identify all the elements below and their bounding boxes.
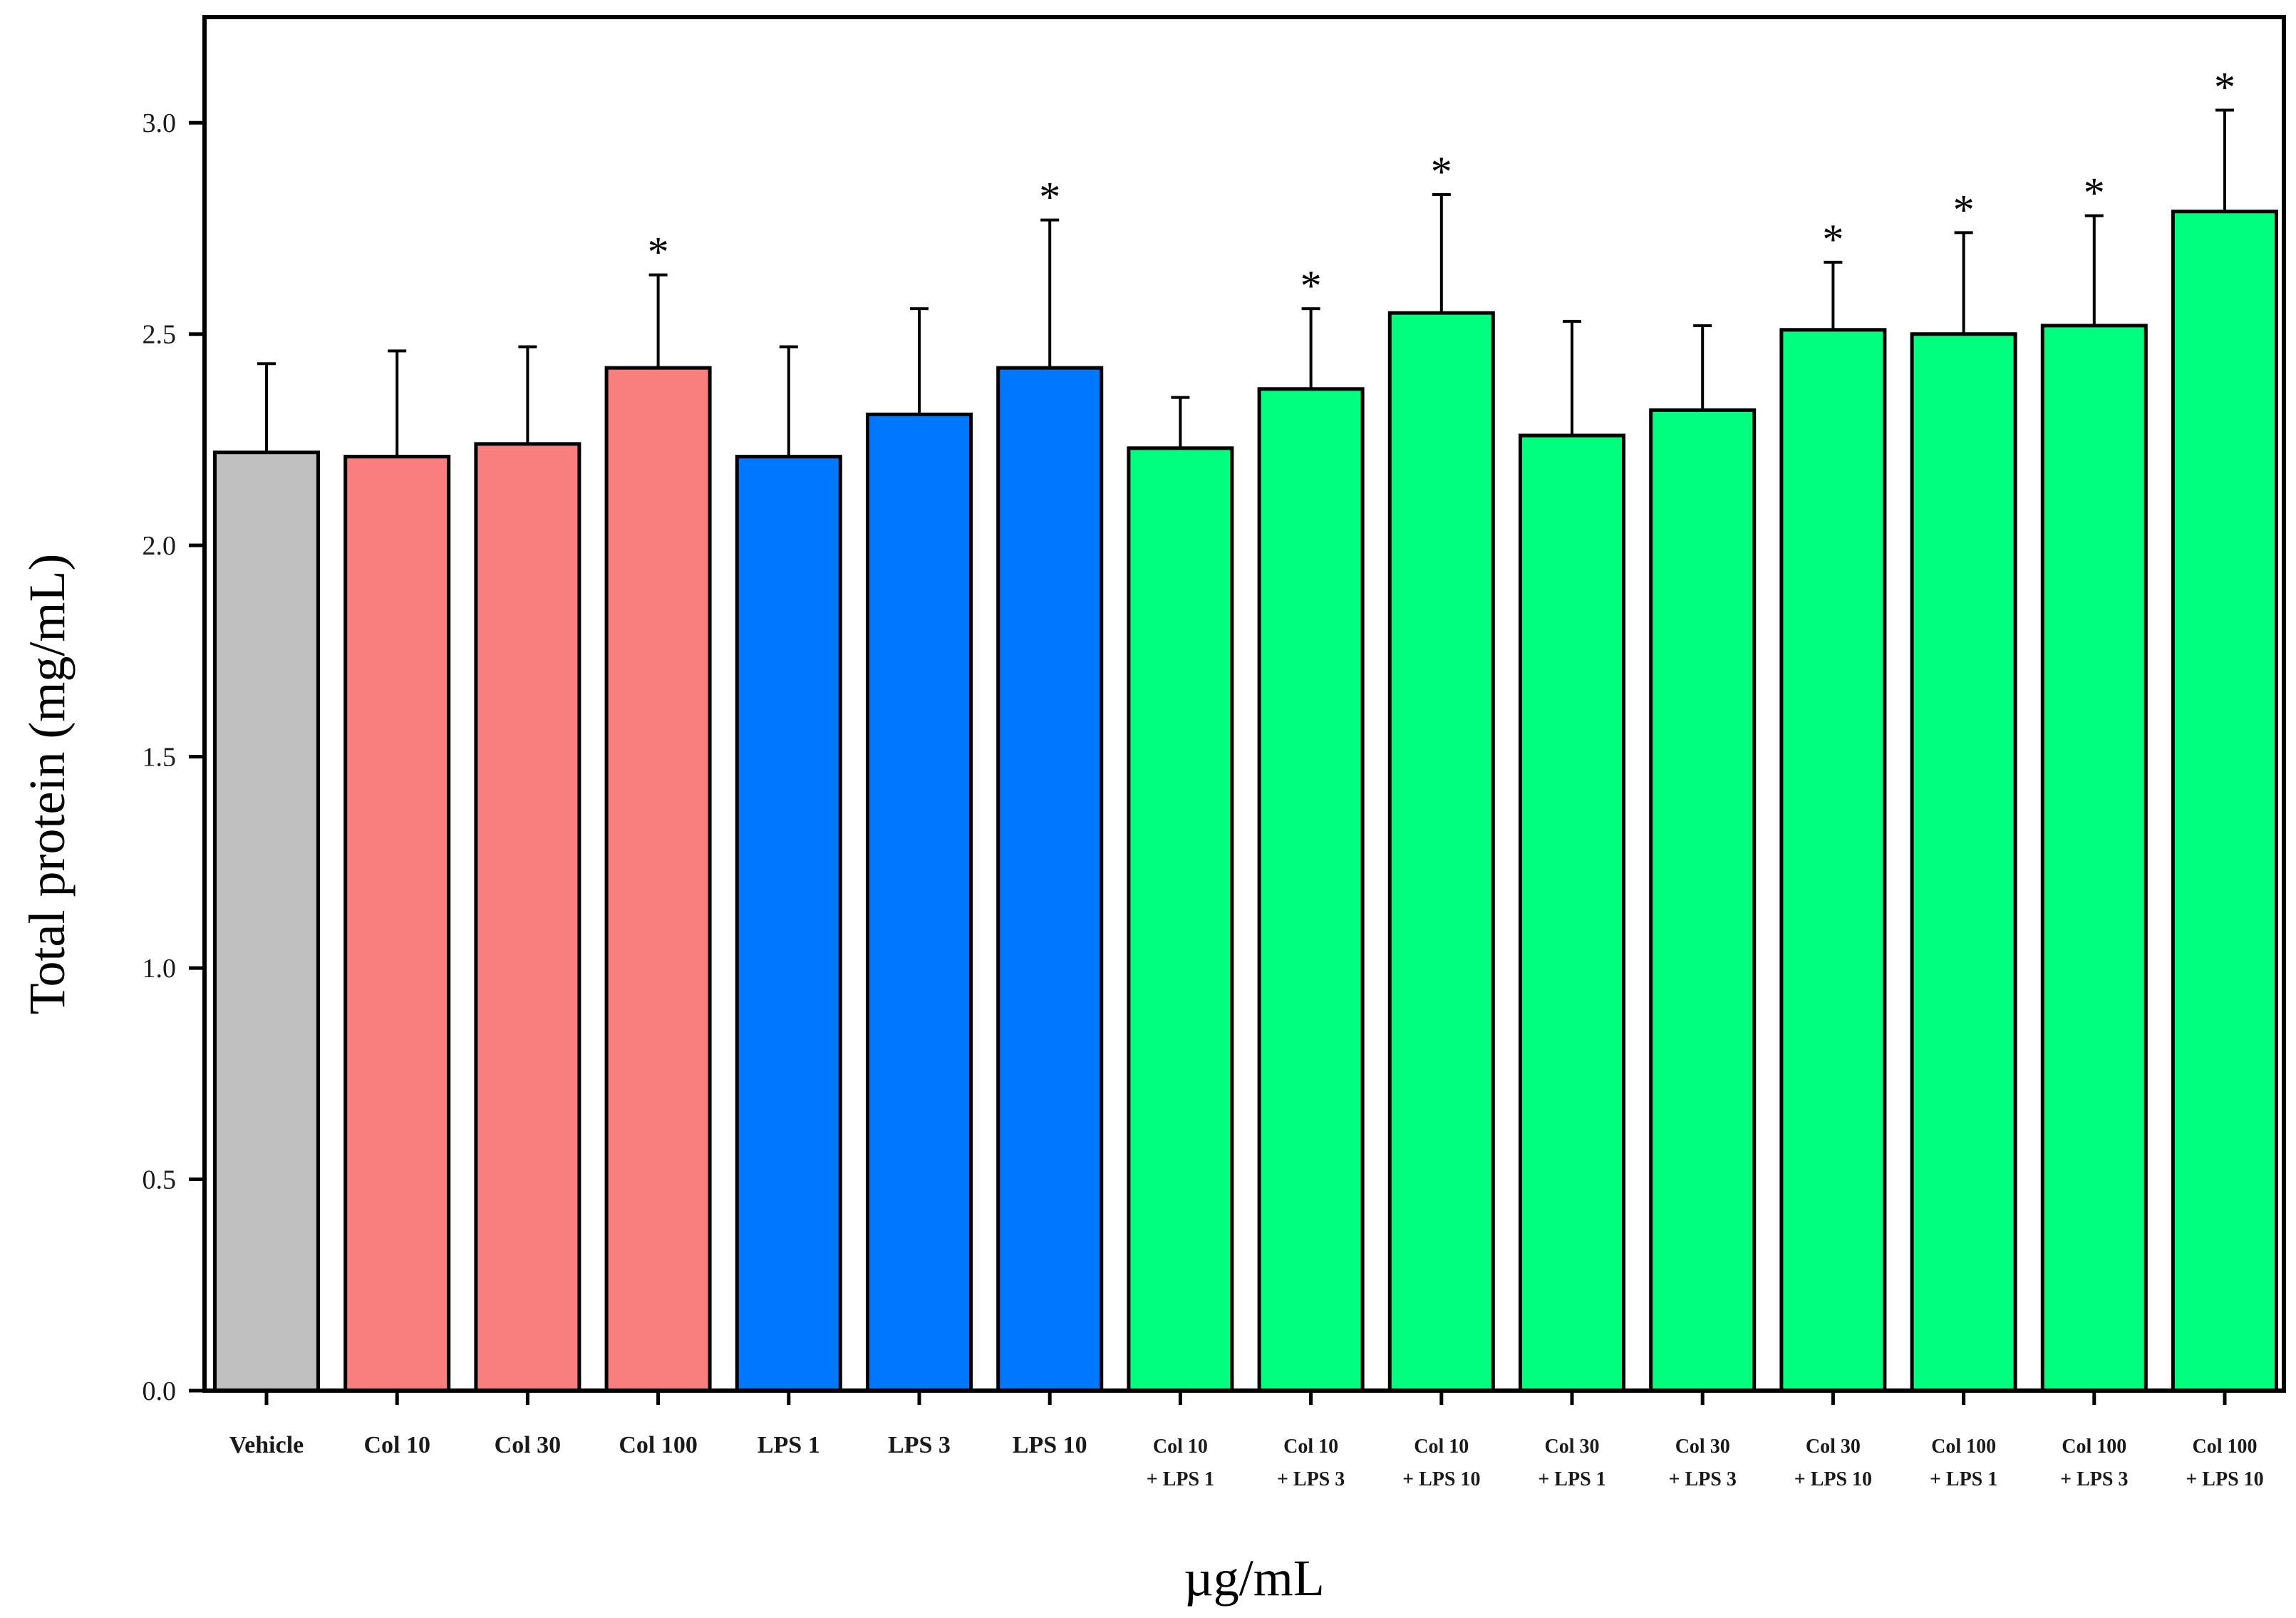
significance-marker: *	[1431, 148, 1452, 195]
x-labels-layer: Vehicle Col 10 Col 30 Col 100 LPS 1 LPS 3 LPS …	[229, 1391, 2264, 1490]
bar	[1649, 408, 1757, 1393]
bar	[604, 366, 712, 1393]
significance-marker: *	[1953, 186, 1975, 233]
x-tick-label: Col 10 + LPS 10	[1402, 1436, 1480, 1490]
x-tick-label: Col 100	[619, 1432, 698, 1458]
x-tick-label: Col 30 + LPS 10	[1794, 1436, 1872, 1490]
y-tick-label: 0.5	[143, 1165, 177, 1195]
axes-layer	[202, 15, 2286, 1393]
bar	[2040, 324, 2148, 1393]
x-tick-label: Col 30 + LPS 3	[1669, 1436, 1737, 1490]
bar	[1519, 433, 1625, 1393]
x-axis-title: µg/mL	[1184, 1550, 1324, 1607]
x-tick-label: Vehicle	[229, 1432, 304, 1458]
x-tick-label: LPS 1	[757, 1432, 820, 1458]
x-tick-label: Col 10 + LPS 1	[1147, 1436, 1214, 1490]
x-tick-label: Col 100 + LPS 10	[2186, 1436, 2263, 1490]
error-bars-layer	[257, 108, 2234, 457]
x-tick-label: LPS 10	[1013, 1432, 1087, 1458]
y-tick-label: 2.5	[143, 320, 177, 350]
y-tick-label: 3.0	[143, 108, 177, 138]
x-tick-label: Col 30	[495, 1432, 562, 1458]
bar	[866, 412, 973, 1393]
bar	[343, 455, 451, 1393]
y-ticks-layer: 0.0 0.5 1.0 1.5 2.0 2.5 3.0	[143, 108, 205, 1406]
bar	[1387, 311, 1495, 1393]
bar	[2171, 210, 2278, 1393]
x-tick-label: Col 10 + LPS 3	[1277, 1436, 1345, 1490]
x-tick-label: Col 100 + LPS 3	[2060, 1436, 2128, 1490]
x-tick-label: Col 100 + LPS 1	[1930, 1436, 1997, 1490]
significance-marker: *	[1039, 174, 1060, 221]
x-tick-label: Col 30 + LPS 1	[1538, 1436, 1605, 1490]
plot-frame	[202, 15, 2286, 1393]
x-tick-label: Col 10	[363, 1432, 430, 1458]
y-tick-label: 0.0	[143, 1376, 177, 1406]
bar	[213, 450, 320, 1393]
bar	[1779, 328, 1887, 1393]
significance-marker: *	[1300, 262, 1322, 309]
bars-layer	[213, 210, 2278, 1393]
bar	[735, 455, 842, 1393]
bar	[1910, 332, 2017, 1393]
significance-marker: *	[1822, 216, 1843, 263]
bar	[996, 366, 1104, 1393]
significance-marker: *	[2084, 170, 2105, 217]
y-tick-label: 1.0	[143, 954, 177, 984]
significance-layer: * * * * * * * *	[648, 63, 2235, 309]
bar	[1257, 387, 1365, 1393]
y-tick-label: 1.5	[143, 743, 177, 773]
significance-marker: *	[2214, 63, 2235, 110]
bar	[1127, 446, 1234, 1393]
y-axis-title: Total protein (mg/mL)	[19, 554, 76, 1015]
bar	[474, 442, 581, 1393]
x-tick-label: LPS 3	[888, 1432, 951, 1458]
significance-marker: *	[648, 229, 669, 276]
y-tick-label: 2.0	[143, 531, 177, 561]
